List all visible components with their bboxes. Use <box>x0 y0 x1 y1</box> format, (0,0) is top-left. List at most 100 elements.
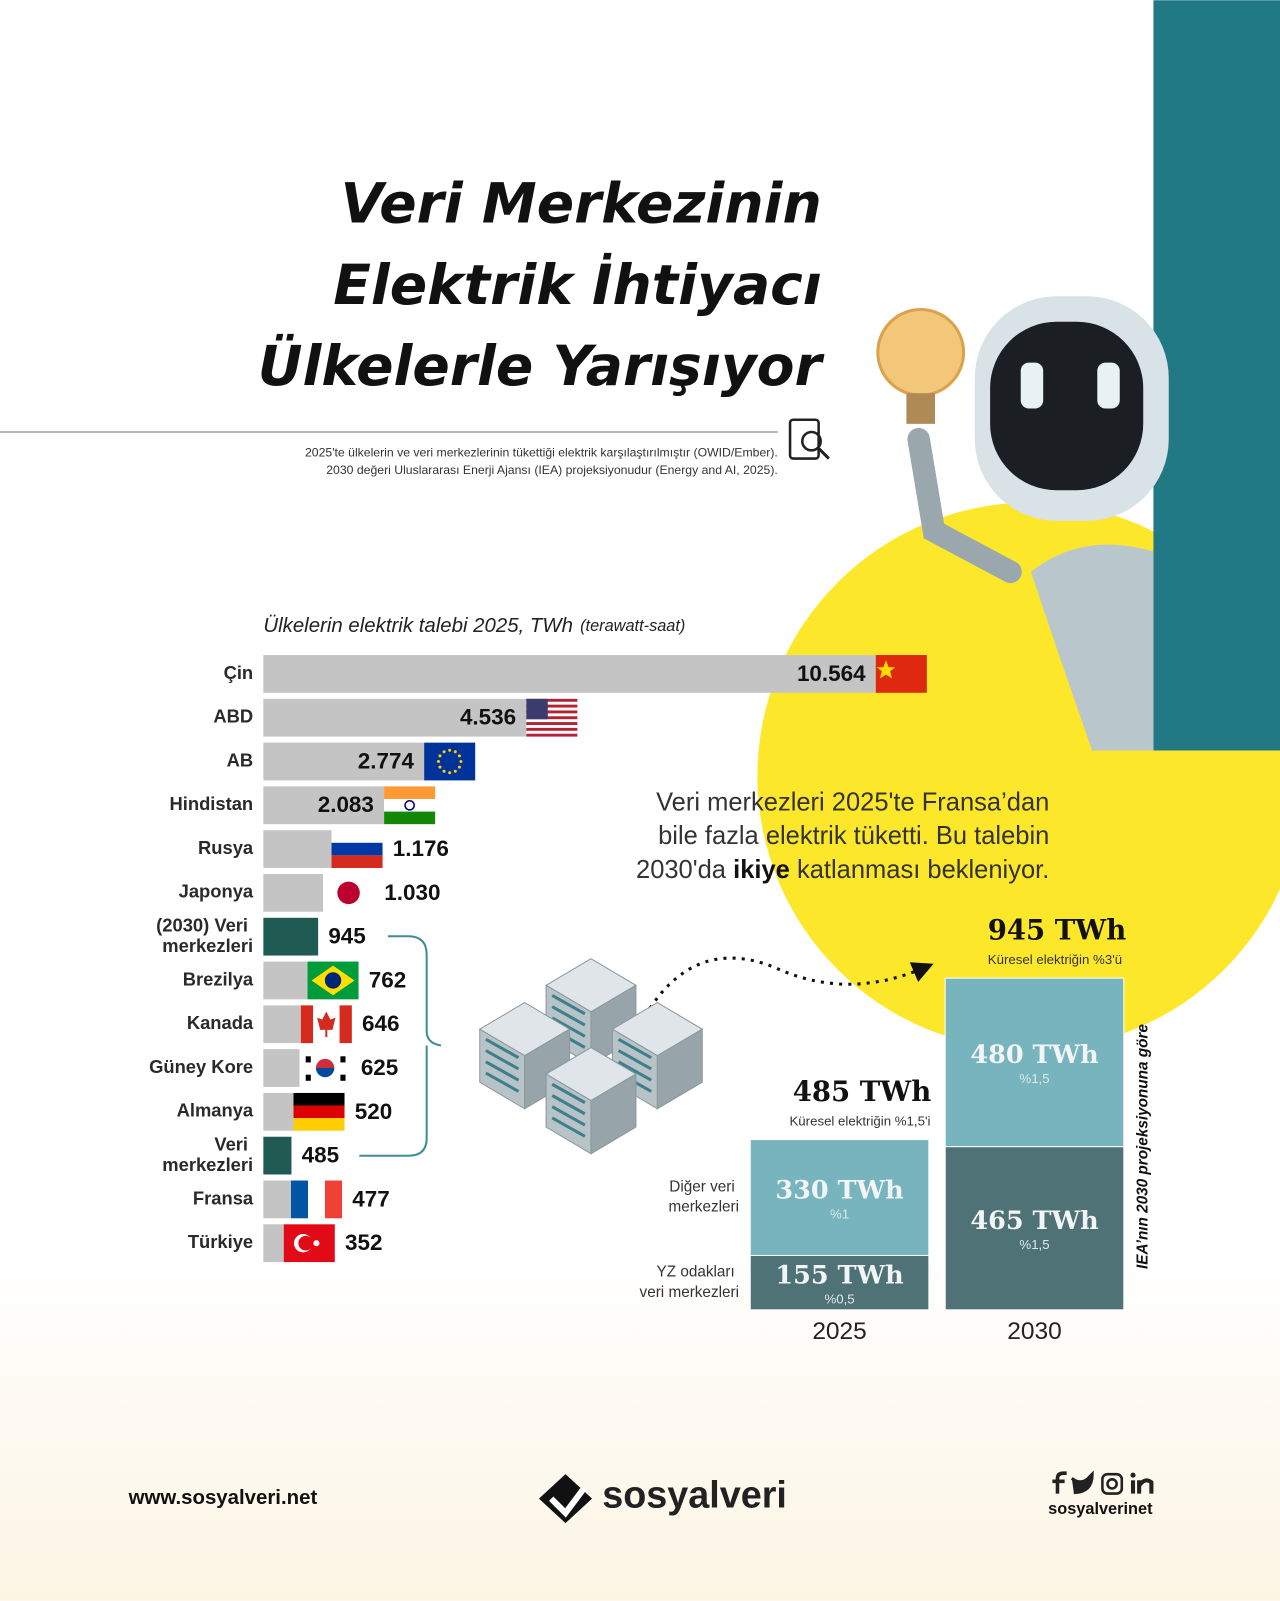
segment-label: 155 TWh <box>775 1261 903 1291</box>
facebook-icon[interactable] <box>1052 1471 1067 1494</box>
total-label: 945 TWh <box>988 915 1127 947</box>
flag-crescent <box>298 1235 314 1251</box>
category-label: Güney Kore <box>149 1056 253 1077</box>
callout-part: 2030'da <box>636 856 727 884</box>
value-label: 646 <box>362 1011 399 1036</box>
flag-stripe <box>526 722 578 725</box>
flag-band <box>293 1105 345 1119</box>
flag-star <box>453 769 457 773</box>
flag-trigram <box>340 1056 346 1063</box>
segment-label: 465 TWh <box>970 1206 1098 1236</box>
flag-star <box>442 750 446 754</box>
flag-star <box>438 754 442 758</box>
value-label: 2.774 <box>358 748 415 773</box>
server-slot <box>485 1038 520 1060</box>
category-label: Fransa <box>193 1187 254 1208</box>
brand-name: sosyalveri <box>602 1475 787 1517</box>
flag-band <box>293 1092 345 1106</box>
bar <box>263 698 527 737</box>
flag-star <box>457 754 461 758</box>
category-label: Japonya <box>179 881 254 902</box>
instagram-icon[interactable] <box>1101 1472 1124 1495</box>
server-right <box>656 1028 703 1110</box>
title-line: Veri Merkezinin <box>341 172 822 236</box>
series-label-line: veri merkezleri <box>640 1284 739 1301</box>
value-label: 625 <box>361 1055 398 1080</box>
flag-band <box>331 830 383 843</box>
flag-band <box>308 1180 326 1219</box>
dotted-arrow <box>643 956 934 1017</box>
bar <box>263 1005 301 1044</box>
flag-wheel <box>404 799 415 811</box>
linkedin-icon[interactable] <box>1130 1480 1136 1494</box>
side-note: IEA’nın 2030 projeksiyonuna göre <box>1134 1024 1151 1269</box>
teal-band <box>1153 0 1280 751</box>
bar <box>263 917 319 956</box>
callout-emphasis: ikiye <box>733 856 790 884</box>
value-label: 1.030 <box>384 880 440 905</box>
flag-star <box>448 771 452 775</box>
flag-disc <box>337 881 360 905</box>
bar <box>263 961 308 1000</box>
value-label: 485 <box>302 1143 339 1168</box>
category-label: Hindistan <box>170 793 254 814</box>
flag-star <box>457 765 461 769</box>
category-label: Rusya <box>198 837 254 858</box>
flag-star <box>438 765 442 769</box>
server-slot <box>617 1049 652 1071</box>
category-label-line: merkezleri <box>162 935 253 956</box>
category-label: Türkiye <box>188 1231 253 1252</box>
flag-band <box>331 855 383 868</box>
server-slot <box>485 1071 520 1093</box>
category-label-line: (2030) Veri <box>156 914 253 935</box>
flag-stripe <box>526 698 578 702</box>
flag-globe <box>324 972 342 989</box>
flag-taeguk <box>315 1068 335 1078</box>
bar <box>263 1224 284 1263</box>
flag-band <box>384 811 436 825</box>
flag-star <box>442 769 446 773</box>
series-label: YZ odakları veri merkezleri <box>640 1263 739 1300</box>
server-slot <box>485 1060 520 1082</box>
value-label: 4.536 <box>460 705 516 730</box>
callout-part: katlanması bekleniyor. <box>797 856 1049 884</box>
category-label: Veri merkezleri <box>162 1133 253 1174</box>
social-handle[interactable]: sosyalverinet <box>1048 1500 1153 1518</box>
light-bulb <box>876 307 966 397</box>
segment-share: %1 <box>830 1206 849 1221</box>
social-icons <box>1052 1470 1154 1495</box>
robot-eye <box>1097 362 1120 409</box>
segment-share: %1,5 <box>1019 1071 1049 1086</box>
category-label-line: merkezleri <box>162 1154 253 1175</box>
doc-handle <box>816 446 830 460</box>
flag-side <box>339 1005 352 1044</box>
category-label: Kanada <box>187 1012 254 1033</box>
flag-stripe <box>526 733 578 737</box>
value-label: 762 <box>369 967 406 992</box>
server-slot <box>551 1082 586 1104</box>
flag-leaf <box>317 1011 336 1038</box>
server-slot <box>617 1038 652 1060</box>
bar <box>263 873 324 912</box>
flag-star <box>876 660 896 679</box>
twitter-icon[interactable] <box>1070 1470 1094 1495</box>
series-label: Diğer veri merkezleri <box>668 1178 739 1215</box>
source-note: 2025'te ülkelerin ve veri merkezlerinin … <box>305 446 778 460</box>
flag-side <box>300 1005 314 1044</box>
series-label-line: YZ odakları <box>657 1263 739 1280</box>
chart-title-main: Ülkelerin elektrik talebi 2025, TWh <box>263 615 573 637</box>
bar <box>263 1049 300 1087</box>
server-slot <box>551 1016 586 1038</box>
website[interactable]: www.sosyalveri.net <box>128 1487 318 1509</box>
logo-mark <box>538 1474 593 1524</box>
server-slot <box>551 1105 586 1127</box>
flag-band <box>331 842 383 856</box>
server-illustration <box>478 958 704 1155</box>
callout-line: 2030'da ikiye katlanması bekleniyor. <box>636 856 1049 884</box>
flag-canton <box>526 698 548 720</box>
flag <box>424 742 476 781</box>
logo-check <box>549 1486 587 1518</box>
chart-title: Ülkelerin elektrik talebi 2025, TWh (tera… <box>263 615 685 637</box>
segment-share: %0,5 <box>824 1291 854 1306</box>
